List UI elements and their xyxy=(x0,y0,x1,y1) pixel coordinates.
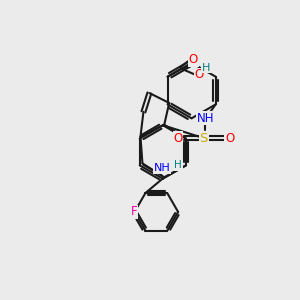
Text: H: H xyxy=(202,63,210,73)
Text: H: H xyxy=(174,160,182,170)
Text: NH: NH xyxy=(197,112,214,125)
Text: O: O xyxy=(173,132,183,145)
Text: O: O xyxy=(189,53,198,66)
Text: F: F xyxy=(131,206,138,218)
Text: S: S xyxy=(200,132,208,145)
Text: NH: NH xyxy=(154,163,171,173)
Text: O: O xyxy=(225,132,234,145)
Text: O: O xyxy=(195,68,204,81)
